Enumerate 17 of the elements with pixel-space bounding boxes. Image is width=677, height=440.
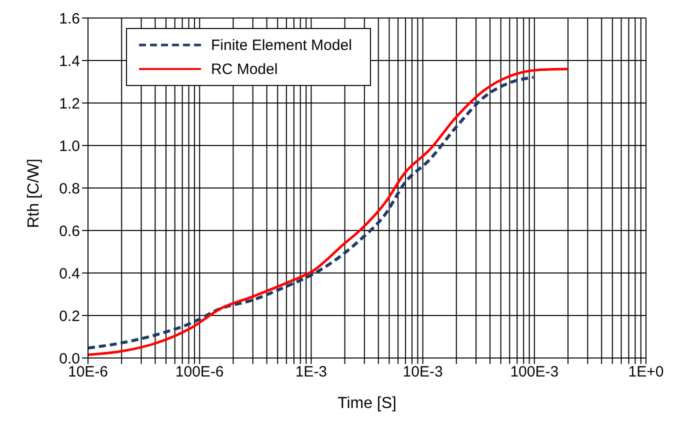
x-tick-label: 100E-3 xyxy=(510,364,559,381)
y-tick-label: 1.2 xyxy=(59,95,80,112)
y-tick-label: 0.2 xyxy=(59,308,80,325)
y-tick-label: 0.8 xyxy=(59,180,80,198)
y-tick-label: 0.4 xyxy=(59,265,80,282)
y-tick-label: 1.0 xyxy=(59,138,80,155)
x-tick-label: 100E-6 xyxy=(175,364,224,381)
y-tick-label: 1.4 xyxy=(59,52,80,70)
x-tick-label: 1E+0 xyxy=(628,364,664,381)
x-tick-label: 10E-3 xyxy=(402,364,443,381)
y-axis-title: Rth [C/W] xyxy=(26,158,43,228)
legend-label: Finite Element Model xyxy=(211,36,352,54)
legend-label: RC Model xyxy=(211,60,278,78)
x-tick-label: 1E-3 xyxy=(295,364,328,381)
x-axis-title: Time [S] xyxy=(338,395,396,412)
y-tick-label: 0.6 xyxy=(59,222,80,240)
y-tick-label: 1.6 xyxy=(59,10,80,28)
